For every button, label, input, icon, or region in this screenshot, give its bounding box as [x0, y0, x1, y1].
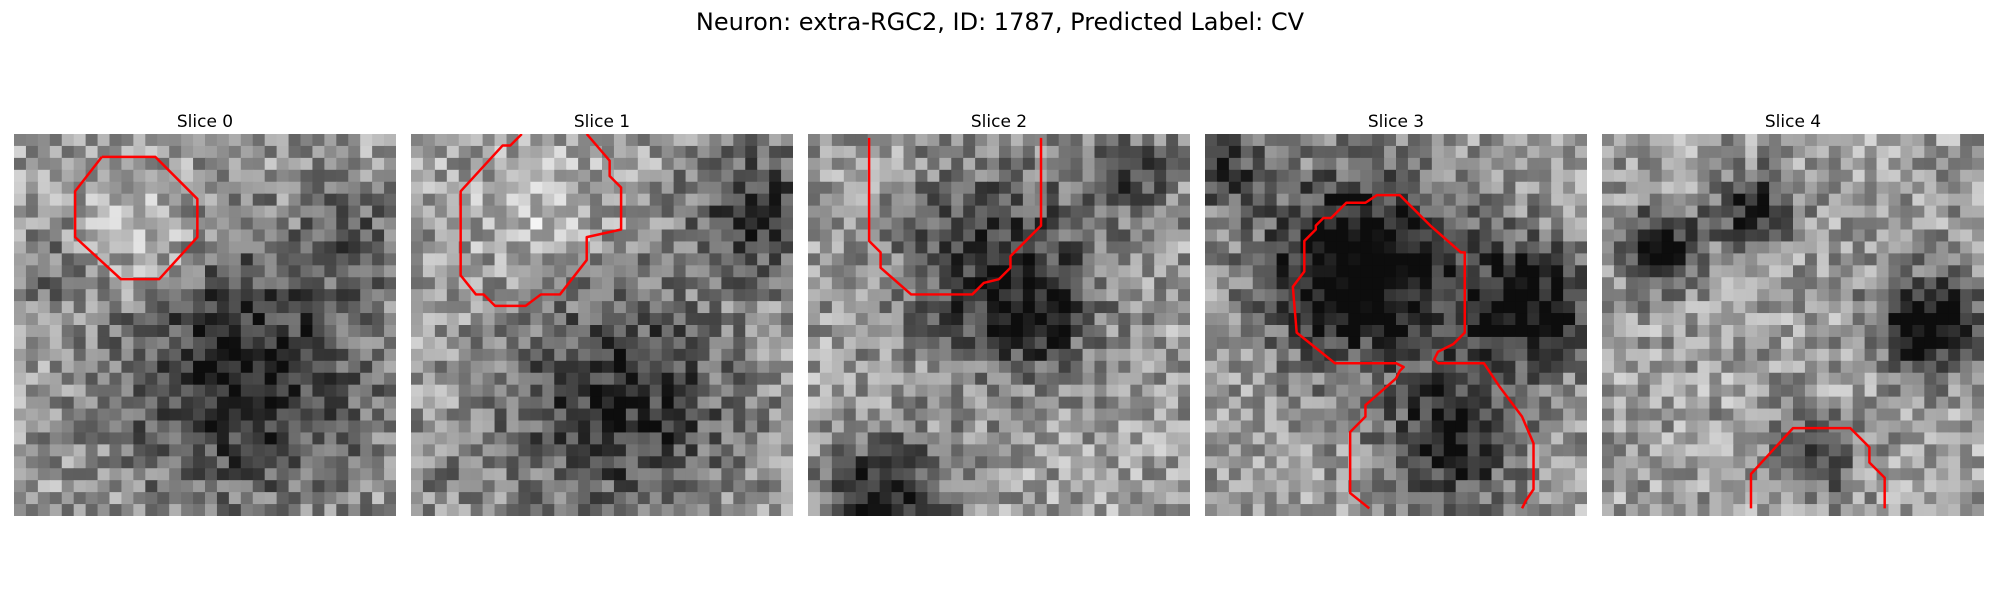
slice-image: [808, 134, 1190, 516]
slice-image: [411, 134, 793, 516]
segmentation-contour: [1749, 426, 1886, 509]
segmentation-contour: [459, 134, 623, 308]
slice-title: Slice 3: [1367, 112, 1425, 132]
slice-title: Slice 2: [970, 112, 1028, 132]
slice-panel-2: Slice 2: [808, 110, 1190, 516]
slice-pixels: [411, 134, 793, 516]
slice-title: Slice 0: [176, 112, 234, 132]
slice-pixels: [808, 134, 1190, 516]
slice-title: Slice 1: [573, 112, 631, 132]
segmentation-contour: [867, 137, 1043, 296]
slice-title: Slice 4: [1764, 112, 1822, 132]
slice-pixels: [1602, 134, 1984, 516]
slice-pixels: [14, 134, 396, 516]
slice-panel-1: Slice 1: [411, 110, 793, 516]
slice-image: [14, 134, 396, 516]
slice-image: [1205, 134, 1587, 516]
slice-panel-0: Slice 0: [14, 110, 396, 516]
figure-title: Neuron: extra-RGC2, ID: 1787, Predicted …: [695, 8, 1305, 36]
slice-panel-4: Slice 4: [1602, 110, 1984, 516]
slice-pixels: [1205, 134, 1587, 516]
segmentation-contour: [1291, 193, 1535, 510]
slice-image: [1602, 134, 1984, 516]
slice-panel-3: Slice 3: [1205, 110, 1587, 516]
segmentation-contour: [73, 155, 199, 281]
